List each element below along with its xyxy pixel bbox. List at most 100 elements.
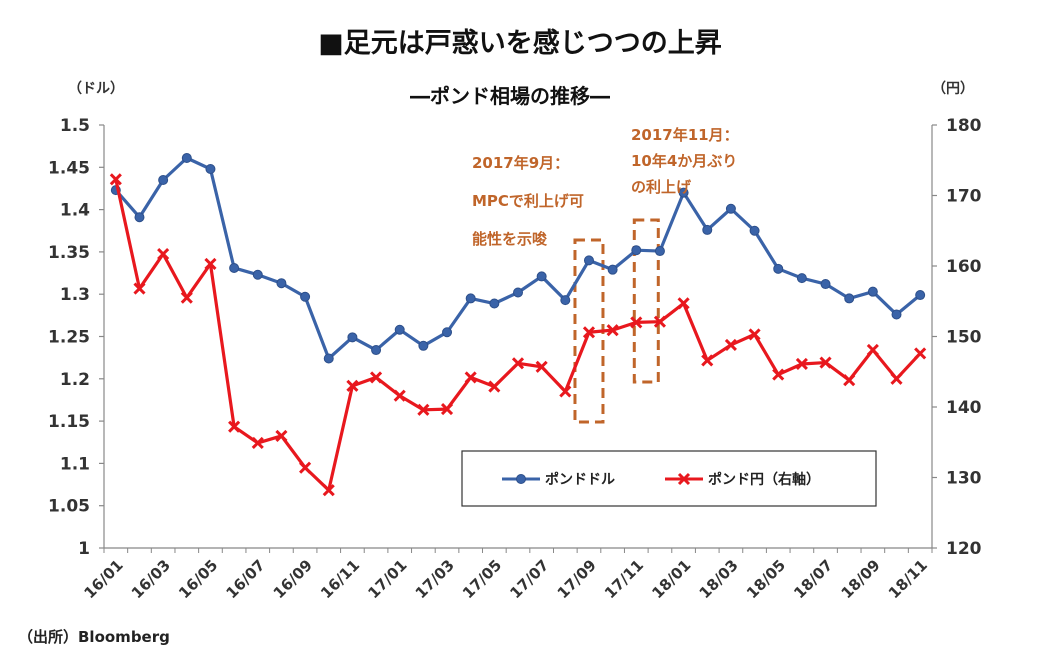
data-point [748, 328, 761, 341]
y-right-tick-label: 180 [946, 116, 982, 136]
x-tick-label: 17/09 [554, 556, 600, 602]
annotation-text: 2017年9月： [472, 154, 569, 172]
x-tick-label: 17/11 [601, 556, 647, 602]
chart-title: ■足元は戸惑いを感じつつの上昇 [318, 27, 722, 59]
x-tick-label: 18/01 [648, 556, 694, 602]
data-point [677, 297, 690, 310]
data-point [631, 245, 642, 256]
data-point [820, 279, 831, 290]
data-point [346, 379, 359, 392]
legend-marker-jpy [677, 472, 691, 486]
x-tick-label: 18/03 [696, 556, 742, 602]
x-tick-label: 16/11 [317, 556, 363, 602]
series-gbpjpy [109, 173, 927, 497]
data-point [347, 332, 358, 343]
annotation-text: の利上げ [631, 178, 692, 196]
data-point [867, 286, 878, 297]
data-point [322, 484, 335, 497]
y-left-tick-label: 1.2 [60, 370, 90, 390]
x-tick-label: 16/07 [222, 556, 268, 602]
data-point [915, 290, 926, 301]
x-tick-label: 18/07 [790, 556, 836, 602]
data-point [299, 461, 312, 474]
data-point [819, 356, 832, 369]
x-tick-label: 17/05 [459, 556, 505, 602]
data-point [442, 327, 453, 338]
annotation-text: 能性を示唆 [472, 230, 548, 248]
data-point [464, 371, 477, 384]
data-point [795, 357, 808, 371]
series-line [114, 178, 922, 492]
data-point [583, 255, 594, 266]
chart-subtitle: ―ポンド相場の推移― [410, 84, 610, 108]
y-right-tick-label: 170 [946, 187, 982, 207]
data-point [229, 262, 240, 273]
data-point [134, 212, 145, 223]
x-tick-label: 17/01 [364, 556, 410, 602]
y-left-tick-label: 1.4 [60, 201, 90, 221]
data-point [630, 316, 643, 329]
data-point [489, 298, 500, 309]
x-tick-label: 18/05 [743, 556, 789, 602]
legend: ポンドドル ポンド円（右軸） [461, 450, 877, 507]
y-left-tick-label: 1.15 [48, 412, 90, 432]
data-point [228, 420, 241, 433]
x-tick-label: 18/09 [838, 556, 884, 602]
data-point [417, 403, 430, 416]
data-point [702, 224, 713, 235]
data-point [275, 429, 288, 442]
data-point [559, 385, 572, 398]
x-tick-label: 17/03 [412, 556, 458, 602]
y-right-tick-label: 130 [946, 469, 982, 489]
x-tick-label: 16/09 [270, 556, 316, 602]
y-right-tick-label: 120 [946, 539, 982, 559]
data-point [394, 324, 405, 335]
data-point [133, 282, 146, 295]
y-left-tick-label: 1.25 [48, 328, 90, 348]
y-left-tick-label: 1.3 [60, 285, 90, 305]
data-point [535, 360, 548, 373]
data-point [772, 368, 785, 381]
highlight-box-nov2017 [632, 218, 660, 384]
legend-label-jpy: ポンド円（右軸） [708, 471, 820, 488]
data-point [844, 293, 855, 304]
data-point [582, 326, 596, 339]
x-tick-label: 16/03 [128, 556, 174, 602]
series-gbpusd [110, 152, 926, 364]
data-point [323, 353, 334, 364]
data-point [276, 278, 287, 289]
data-point [180, 291, 193, 304]
annotation-text: MPCで利上げ可 [472, 192, 584, 210]
x-tick-label: 16/01 [81, 556, 127, 602]
y-left-tick-label: 1.35 [48, 243, 90, 263]
data-point [251, 436, 264, 450]
y-left-ticks: 1.5 1.45 1.4 1.35 1.3 1.25 1.2 1.15 1.1 1.05 1 [48, 116, 104, 559]
y-right-tick-label: 150 [946, 328, 982, 348]
y-right-tick-label: 140 [946, 398, 982, 418]
annotation-text: 10年4か月ぶり [631, 152, 737, 170]
y-left-tick-label: 1.05 [48, 497, 90, 517]
data-point [606, 324, 619, 337]
y-left-unit: （ドル） [68, 81, 124, 97]
legend-marker-usd [516, 474, 526, 484]
x-tick-label: 16/05 [175, 556, 221, 602]
data-point [440, 403, 454, 416]
y-left-tick-label: 1 [78, 539, 90, 559]
data-point [678, 187, 689, 198]
data-point [891, 309, 902, 320]
data-point [511, 357, 525, 370]
data-point [724, 338, 737, 352]
series-layer [109, 152, 927, 497]
data-point [465, 293, 476, 304]
source-note: （出所）Bloomberg [18, 628, 170, 646]
data-point [300, 291, 311, 302]
data-point [488, 380, 501, 393]
series-line [114, 156, 922, 361]
data-point [749, 225, 760, 236]
data-point [843, 374, 856, 387]
data-point [513, 287, 523, 298]
data-point [796, 273, 807, 284]
data-point [204, 257, 217, 270]
